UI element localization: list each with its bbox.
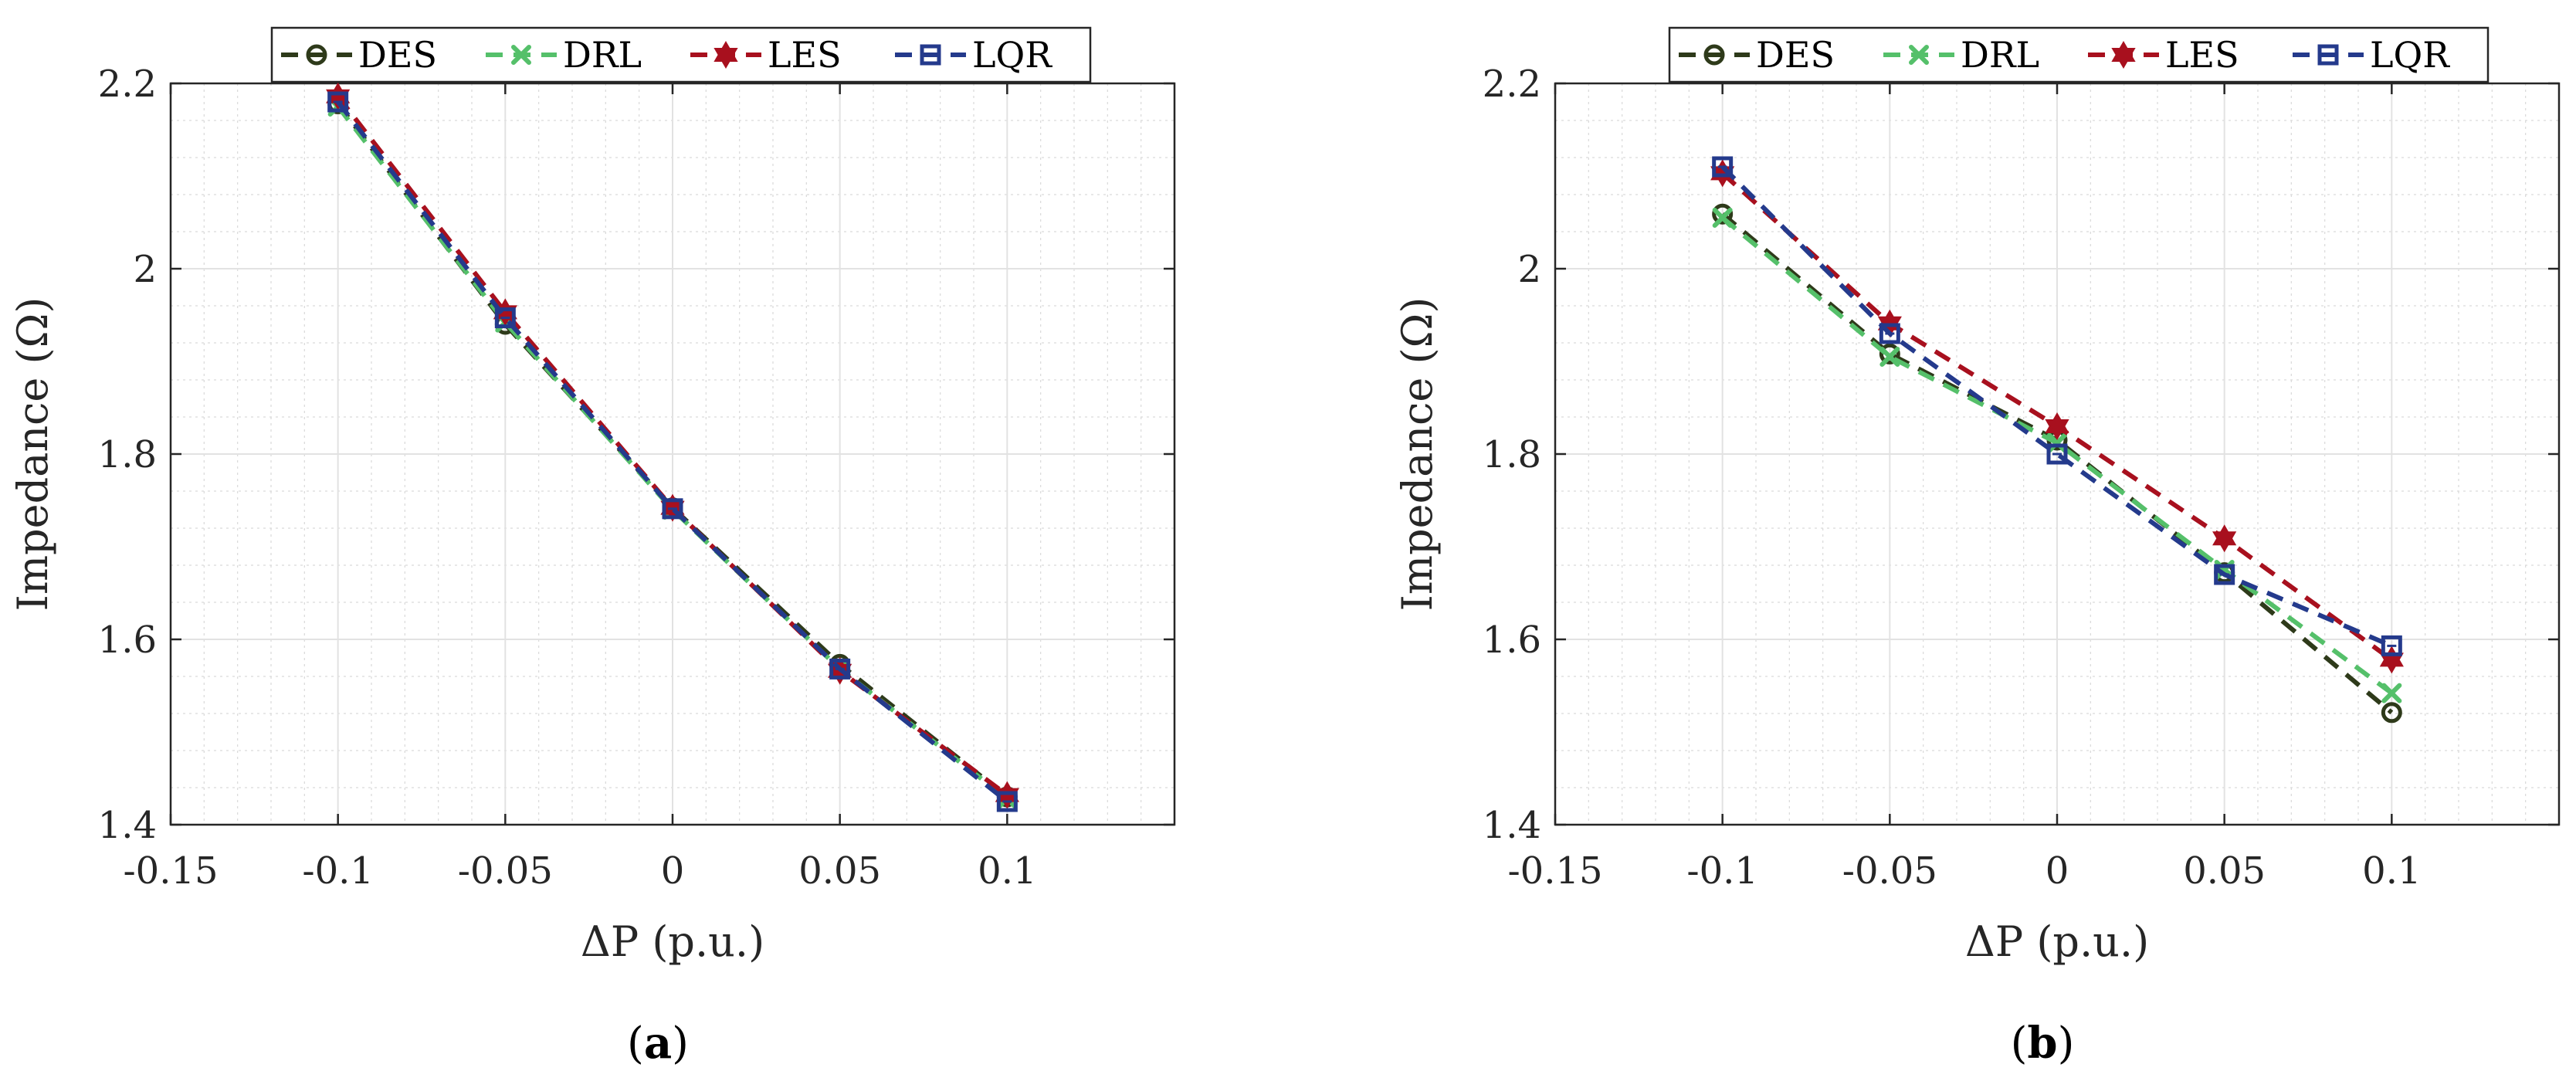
legend: DES DRL LES LQR [270,26,1092,83]
y-tick-label: 1.8 [98,433,157,476]
legend-item-des: DES [1679,34,1835,76]
x-tick-label: -0.1 [1686,849,1758,893]
legend-marker [1703,44,1725,66]
legend-marker [2111,41,2136,69]
series-line-lqr [1720,164,2393,649]
x-tick-label: -0.15 [1507,849,1602,893]
data-point-lqr [2381,635,2402,656]
square-outline [920,44,941,66]
y-tick-label: 2 [1517,248,1541,291]
y-tick-label: 2.2 [1483,63,1541,106]
hexagram-part [2111,48,2136,69]
legend-marker [713,41,738,69]
series-line-drl [336,105,1009,801]
square-outline [2317,44,2339,66]
data-point-lqr [829,658,851,680]
x-axis-label: ΔP (p.u.) [581,917,764,966]
legend-label: LQR [972,34,1052,76]
data-point-lqr [327,91,349,113]
legend-item-des: DES [281,34,437,76]
grid [170,83,1175,825]
x-axis-label: ΔP (p.u.) [1965,917,2149,966]
y-tick-label: 1.4 [98,804,157,847]
x-tick-label: -0.1 [302,849,374,893]
y-axis-label: Impedance (Ω) [8,297,57,612]
data-point-des [2381,702,2402,724]
data-point-drl [1879,347,1900,367]
legend-item-lqr: LQR [895,34,1052,76]
panel-caption: (b) [2011,1018,2075,1069]
legend-item-les: LES [2088,34,2239,76]
legend-marker [511,45,531,65]
legend-item-drl: DRL [1883,34,2039,76]
legend: DES DRL LES LQR [1668,26,2490,83]
data-point-les [2212,524,2237,553]
y-tick-label: 2.2 [98,63,157,106]
legend-marker [1909,45,1929,65]
legend-item-lqr: LQR [2293,34,2450,76]
data-point-drl [2047,432,2067,453]
legend-label: DRL [563,34,642,76]
y-tick-label: 1.4 [1483,804,1541,847]
data-point-lqr [2046,443,2068,465]
square-outline [1712,156,1734,178]
y-axis-label: Impedance (Ω) [1393,297,1442,612]
square-outline [996,791,1018,812]
y-tick-label: 1.6 [1483,619,1541,662]
y-tick-label: 2 [133,248,157,291]
x-tick-label: -0.15 [123,849,218,893]
series-lqr [1712,156,2402,656]
data-point-des [1712,203,1734,225]
y-tick-label: 1.8 [1483,433,1541,476]
legend-label: LES [768,34,842,76]
legend-marker [2317,44,2339,66]
data-point-lqr [662,498,683,520]
data-point-des [1879,343,1900,364]
square-outline [2214,564,2235,585]
square-outline [2046,443,2068,465]
legend-label: LQR [2370,34,2450,76]
data-point-les [2045,412,2069,440]
x-tick-label: 0.05 [2183,849,2266,893]
data-point-drl [1712,208,1733,228]
data-point-lqr [494,307,516,329]
square-outline [829,658,851,680]
legend-item-drl: DRL [486,34,642,76]
x-tick-label: 0 [661,849,685,893]
x-tick-label: -0.05 [1842,849,1937,893]
legend-label: LES [2165,34,2239,76]
square-outline [2381,635,2402,656]
square-outline [494,307,516,329]
y-tick-label: 1.6 [98,619,157,662]
legend-marker [306,44,327,66]
series-line-lqr [336,100,1009,804]
data-point-lqr [996,791,1018,812]
data-point-lqr [1879,323,1900,344]
hexagram-part [2212,531,2237,553]
data-point-lqr [2214,564,2235,585]
data-point-drl [2381,683,2402,703]
square-outline [327,91,349,113]
data-point-lqr [1712,156,1734,178]
legend-marker [920,44,941,66]
chart-panel-b: -0.15 -0.1 -0.05 0 0.05 0.1 1.4 1.6 1.8 2 2.2 ΔP (p… [1393,26,2561,1069]
series-line-des [1720,212,2394,715]
series-lqr [327,91,1018,812]
square-outline [1879,323,1900,344]
legend-label: DES [358,34,437,76]
panel-caption: (a) [627,1018,689,1069]
hexagram-part [2045,419,2069,440]
x-tick-label: 0.1 [978,849,1036,893]
chart-panel-a: -0.15 -0.1 -0.05 0 0.05 0.1 1.4 1.6 1.8 2 2.2 ΔP (p… [8,26,1176,1069]
x-tick-label: 0.1 [2362,849,2421,893]
legend-label: DRL [1961,34,2039,76]
square-outline [662,498,683,520]
legend-item-les: LES [690,34,842,76]
legend-label: DES [1756,34,1835,76]
x-tick-label: -0.05 [458,849,553,893]
x-tick-label: 0 [2046,849,2069,893]
x-tick-label: 0.05 [798,849,881,893]
hexagram-part [713,48,738,69]
